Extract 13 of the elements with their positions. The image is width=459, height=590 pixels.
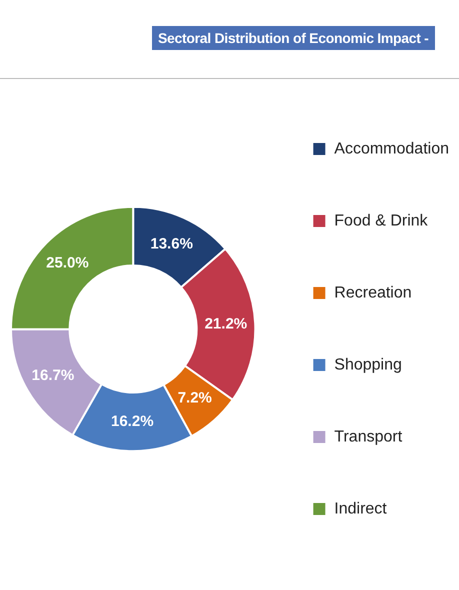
chart-title: Sectoral Distribution of Economic Impact - — [152, 26, 435, 50]
legend-label: Shopping — [334, 356, 402, 374]
data-label: 7.2% — [178, 390, 212, 407]
data-label: 16.7% — [32, 366, 74, 384]
legend-label: Recreation — [334, 284, 412, 302]
legend-label: Indirect — [334, 500, 388, 518]
data-label: 13.6% — [150, 236, 193, 253]
legend-label: Transport — [334, 428, 403, 446]
data-label: 16.2% — [110, 412, 154, 430]
legend-label: Accommodation — [334, 140, 449, 158]
data-label: 21.2% — [204, 316, 248, 333]
data-label: 25.0% — [46, 254, 89, 272]
legend-label: Food & Drink — [334, 212, 429, 230]
